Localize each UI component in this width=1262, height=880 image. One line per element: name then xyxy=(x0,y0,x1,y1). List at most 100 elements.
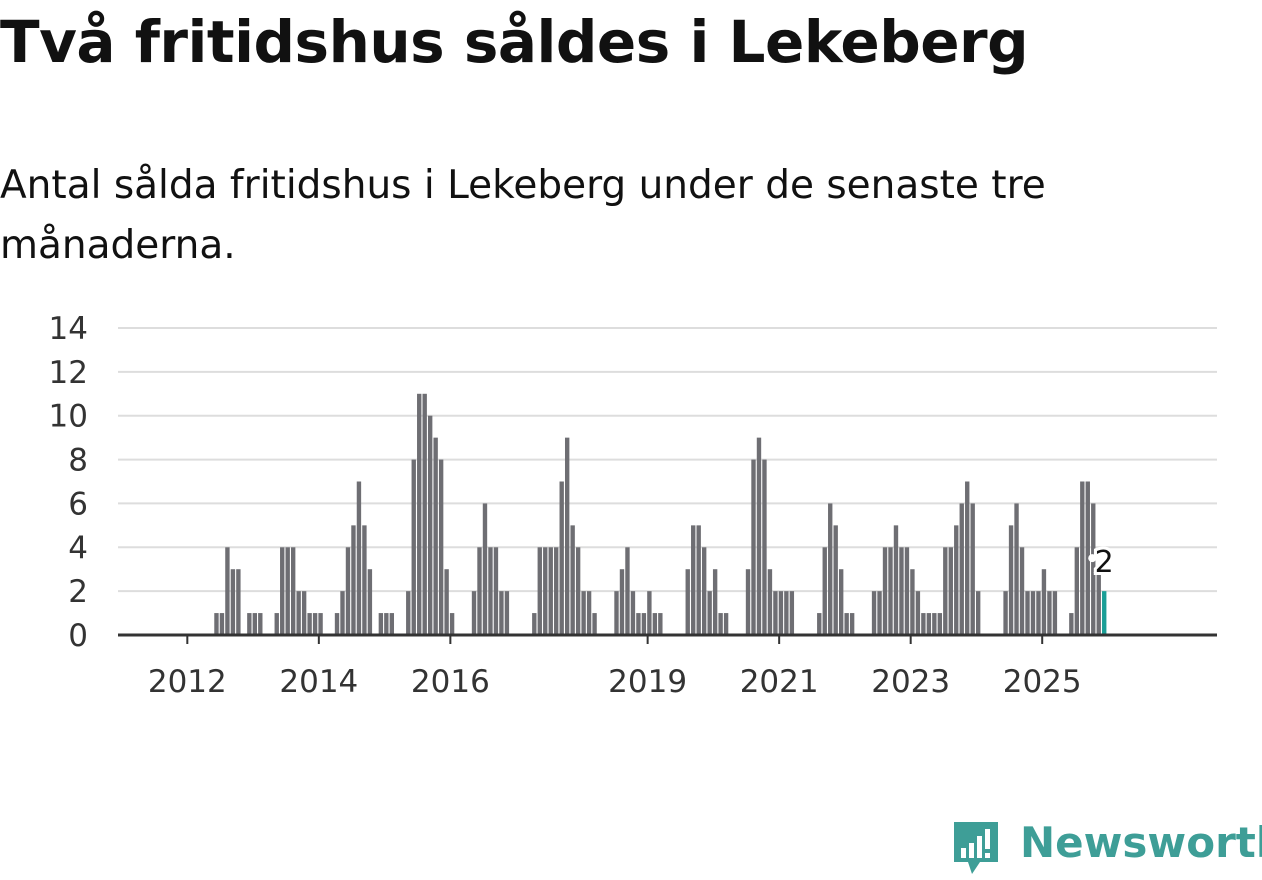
bar xyxy=(367,569,373,635)
bar xyxy=(904,547,910,635)
bar xyxy=(444,569,449,635)
bar xyxy=(630,591,636,635)
bar xyxy=(784,591,789,635)
bar xyxy=(592,613,597,635)
y-tick-label: 12 xyxy=(49,355,88,391)
bar xyxy=(1036,591,1041,635)
y-tick-label: 4 xyxy=(68,530,88,566)
bar xyxy=(488,547,493,635)
bar xyxy=(406,591,411,635)
bar-chart-logo-icon xyxy=(954,822,998,874)
bar xyxy=(844,613,849,635)
bar xyxy=(433,437,438,635)
bar xyxy=(871,591,877,635)
bar xyxy=(449,613,455,635)
bar xyxy=(258,613,263,635)
bar xyxy=(378,613,384,635)
highlight-bar xyxy=(1102,591,1107,635)
y-tick-label: 0 xyxy=(68,618,88,654)
bar xyxy=(493,547,499,635)
bar xyxy=(1096,569,1101,635)
bar xyxy=(307,613,312,635)
bar xyxy=(1019,547,1025,635)
bar xyxy=(641,613,647,635)
bar xyxy=(685,569,690,635)
bar xyxy=(543,547,548,635)
bar xyxy=(707,591,712,635)
bar xyxy=(504,591,510,635)
bar xyxy=(411,459,416,635)
bar xyxy=(301,591,307,635)
bar xyxy=(647,591,652,635)
highlight-value-label: 2 xyxy=(1095,545,1114,580)
x-tick-label: 2025 xyxy=(1003,664,1082,700)
bar xyxy=(482,503,488,635)
bar xyxy=(767,569,773,635)
bar xyxy=(345,547,351,635)
bar xyxy=(290,547,296,635)
bar xyxy=(477,547,482,635)
chart-subtitle: Antal sålda fritidshus i Lekeberg under … xyxy=(0,163,1046,268)
bar xyxy=(362,525,367,635)
bar xyxy=(636,613,641,635)
bar xyxy=(701,547,707,635)
bar xyxy=(817,613,822,635)
bar xyxy=(910,569,915,635)
bar xyxy=(1008,525,1014,635)
bar xyxy=(1030,591,1036,635)
bar xyxy=(471,591,477,635)
bar xyxy=(318,613,323,635)
bar xyxy=(280,547,285,635)
bar xyxy=(614,591,619,635)
x-tick-label: 2023 xyxy=(871,664,950,700)
bar xyxy=(833,525,838,635)
bar xyxy=(1091,503,1096,635)
bar xyxy=(575,547,581,635)
bar xyxy=(438,459,444,635)
bar xyxy=(564,437,570,635)
y-tick-label: 14 xyxy=(49,311,88,347)
bar xyxy=(745,569,751,635)
bar xyxy=(422,393,427,635)
bar xyxy=(718,613,723,635)
bar xyxy=(1052,591,1058,635)
bar xyxy=(773,591,778,635)
x-tick-label: 2016 xyxy=(411,664,490,700)
bar xyxy=(756,437,762,635)
bar xyxy=(888,547,893,635)
bar xyxy=(532,613,537,635)
bar xyxy=(586,591,592,635)
bar xyxy=(937,613,943,635)
bar xyxy=(954,525,959,635)
bar xyxy=(312,613,318,635)
bar xyxy=(1041,569,1047,635)
bar xyxy=(499,591,504,635)
bar xyxy=(970,503,975,635)
bar xyxy=(882,547,888,635)
bar xyxy=(696,525,701,635)
bar-chart: 0 2 4 6 8 10 12 14 2012 2014 2016 2019 2021 2023 2025… xyxy=(49,311,1217,700)
bar xyxy=(384,613,389,635)
x-tick-label: 2012 xyxy=(148,664,227,700)
bar xyxy=(225,547,230,635)
bar xyxy=(619,569,625,635)
bar xyxy=(926,613,932,635)
bar xyxy=(427,415,433,635)
bar xyxy=(921,613,926,635)
x-tick-label: 2019 xyxy=(608,664,687,700)
bar-series xyxy=(214,393,1107,635)
chart-title: Två fritidshus såldes i Lekeberg xyxy=(0,8,1029,76)
bar xyxy=(219,613,225,635)
bar xyxy=(1003,591,1008,635)
bar xyxy=(975,591,981,635)
x-axis-ticks: 2012 2014 2016 2019 2021 2023 2025 xyxy=(148,635,1082,700)
grid-lines xyxy=(118,327,1217,593)
bar xyxy=(712,569,718,635)
bar xyxy=(849,613,855,635)
bar xyxy=(581,591,586,635)
y-tick-label: 10 xyxy=(49,399,88,435)
bar xyxy=(943,547,948,635)
bar xyxy=(274,613,279,635)
bar xyxy=(723,613,729,635)
bar xyxy=(356,481,362,635)
